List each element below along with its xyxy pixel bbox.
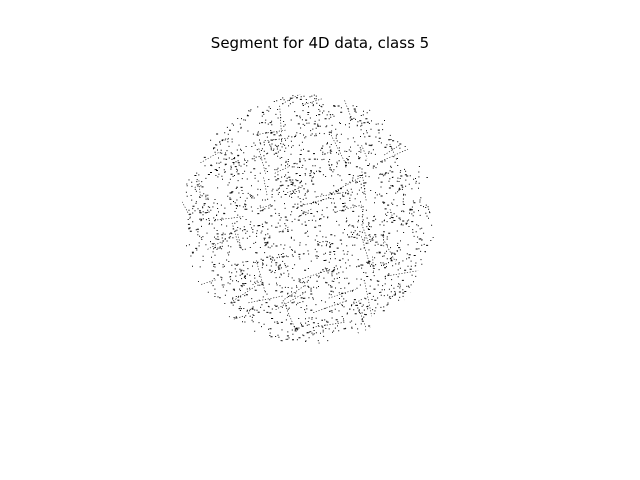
figure-title: Segment for 4D data, class 5 bbox=[210, 34, 430, 52]
segment-disc-svg bbox=[181, 94, 435, 344]
segment-image bbox=[180, 92, 436, 346]
segment-streaks bbox=[181, 94, 435, 344]
